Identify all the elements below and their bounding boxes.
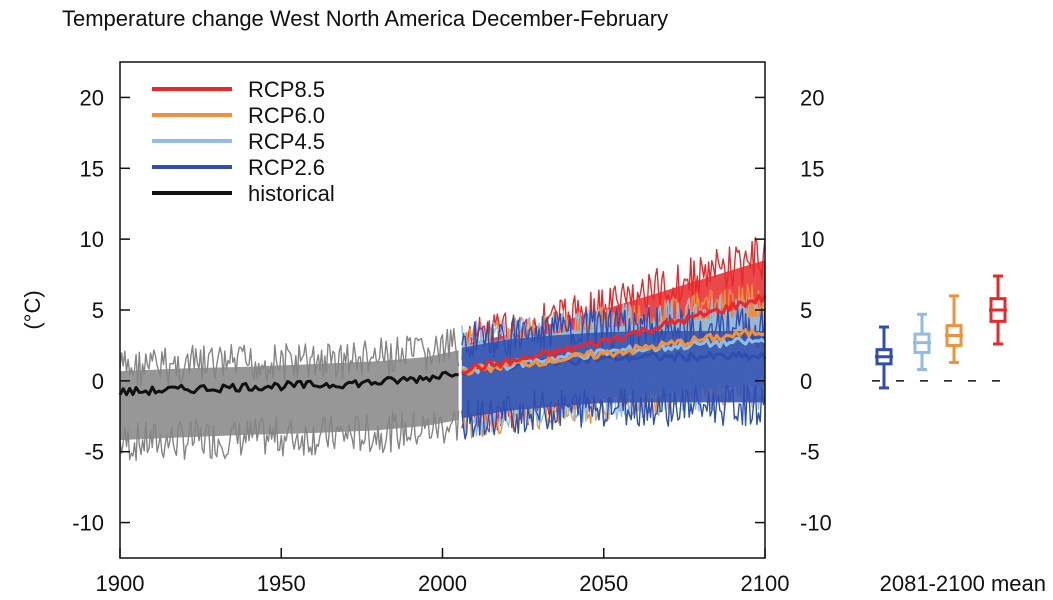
y-tick-label-right: 10 [800,227,824,252]
y-tick-label-left: -10 [72,511,104,536]
legend-label-rcp2-6: RCP2.6 [248,155,325,180]
boxplot-panel: 2081-2100 mean [872,274,1046,596]
x-tick-label: 1900 [96,571,145,596]
spread-band-rcp2-6 [461,331,765,419]
y-tick-label-right: 20 [800,85,824,110]
y-tick-label-left: -5 [84,440,104,465]
mean-line-rcp4-5 [461,336,766,375]
y-tick-label-left: 15 [80,156,104,181]
mean-layer [118,294,767,397]
spread-band-historical [120,350,459,441]
mean-line-historical [118,370,459,397]
y-axis-label: (°C) [20,290,45,329]
y-tick-label-left: 20 [80,85,104,110]
y-tick-label-right: 0 [800,369,812,394]
legend-label-rcp6-0: RCP6.0 [248,103,325,128]
axes-layer: -10 -10 -5 -5 0 0 5 5 10 10 15 15 20 20 1900 1950 2000 20… [20,61,832,596]
boxplot-rcp8-5 [989,274,1007,346]
y-tick-label-left: 5 [92,298,104,323]
legend-label-rcp4-5: RCP4.5 [248,129,325,154]
boxplot-rcp4-5 [913,312,931,372]
x-tick-label: 2000 [418,571,467,596]
x-tick-label: 1950 [257,571,306,596]
y-tick-label-right: 5 [800,298,812,323]
y-tick-label-left: 0 [92,369,104,394]
chart-title: Temperature change West North America De… [62,6,669,31]
y-tick-label-right: -5 [800,440,820,465]
boxplot-rcp2-6 [875,325,893,390]
mean-line-rcp8-5 [461,294,767,375]
x-tick-label: 2050 [579,571,628,596]
y-tick-label-right: -10 [800,511,832,536]
x-tick-label: 2100 [741,571,790,596]
y-tick-label-right: 15 [800,156,824,181]
boxplot-panel-label: 2081-2100 mean [880,571,1046,596]
legend-label-historical: historical [248,181,335,206]
y-tick-label-left: 10 [80,227,104,252]
spread-upper-rcp8-5 [461,237,766,360]
spread-lower-rcp2-6 [461,384,766,440]
legend-label-rcp8-5: RCP8.5 [248,77,325,102]
boxplot-rcp6-0 [945,294,963,364]
